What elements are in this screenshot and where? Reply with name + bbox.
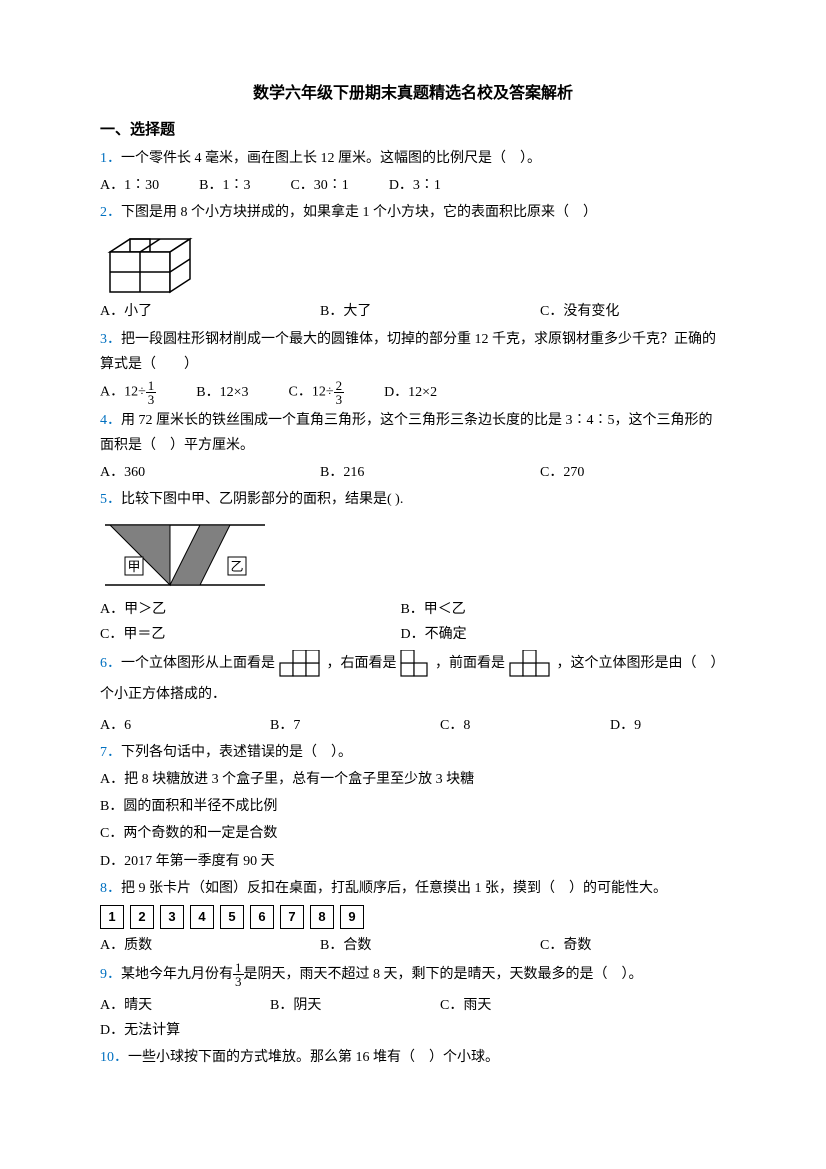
q4-opt-b: B．216 <box>320 460 500 485</box>
cube-icon <box>100 227 210 297</box>
q4-opt-c: C．270 <box>540 460 584 485</box>
q8-opt-c: C．奇数 <box>540 933 591 958</box>
q1-number: 1． <box>100 151 121 166</box>
q7-opt-d: D．2017 年第一季度有 90 天 <box>100 849 726 874</box>
triangle-shade-icon: 甲 乙 <box>100 515 270 595</box>
card: 9 <box>340 905 364 929</box>
q2-opt-b: B．大了 <box>320 299 500 324</box>
q3-opt-b: B．12×3 <box>196 380 248 405</box>
q3-number: 3． <box>100 332 121 347</box>
card: 2 <box>130 905 154 929</box>
q9-number: 9． <box>100 967 121 982</box>
card: 5 <box>220 905 244 929</box>
question-5: 5．比较下图中甲、乙阴影部分的面积，结果是( ). <box>100 487 726 512</box>
q1-opt-c: C．30∶1 <box>290 173 348 198</box>
q6-t1: 一个立体图形从上面看是 <box>121 656 275 671</box>
q9-opt-d: D．无法计算 <box>100 1018 180 1043</box>
q6-opt-b: B．7 <box>270 713 400 738</box>
q4-number: 4． <box>100 413 121 428</box>
q7-opt-a: A．把 8 块糖放进 3 个盒子里，总有一个盒子里至少放 3 块糖 <box>100 767 726 792</box>
top-view-icon <box>279 650 327 678</box>
q6-opt-c: C．8 <box>440 713 570 738</box>
right-view-icon <box>400 650 435 678</box>
q9-options: A．晴天 B．阴天 C．雨天 D．无法计算 <box>100 993 726 1043</box>
q7-text: 下列各句话中，表述错误的是（ ）。 <box>121 745 352 760</box>
q6-number: 6． <box>100 656 121 671</box>
question-6: 6．一个立体图形从上面看是 ，右面看是 ，前面看是 ，这个立体图形是由（ ）个小… <box>100 649 726 711</box>
q2-options: A．小了 B．大了 C．没有变化 <box>100 299 726 324</box>
card: 3 <box>160 905 184 929</box>
q1-opt-d: D．3∶1 <box>389 173 441 198</box>
q9-t1: 某地今年九月份有 <box>121 967 233 982</box>
q5-number: 5． <box>100 492 121 507</box>
q1-opt-a: A．1∶30 <box>100 173 159 198</box>
q2-opt-c: C．没有变化 <box>540 299 619 324</box>
q6-opt-d: D．9 <box>610 713 641 738</box>
q5-opt-c: C．甲＝乙 <box>100 622 400 647</box>
question-3: 3．把一段圆柱形钢材削成一个最大的圆锥体，切掉的部分重 12 千克，求原钢材重多… <box>100 327 726 377</box>
q1-text: 一个零件长 4 毫米，画在图上长 12 厘米。这幅图的比例尺是（ ）。 <box>121 151 541 166</box>
label-jia: 甲 <box>127 559 140 574</box>
q5-opt-a: A．甲＞乙 <box>100 597 400 622</box>
q3-opt-a: A．12÷13 <box>100 379 156 406</box>
q8-opt-b: B．合数 <box>320 933 500 958</box>
q6-options: A．6 B．7 C．8 D．9 <box>100 713 726 738</box>
q2-text: 下图是用 8 个小方块拼成的，如果拿走 1 个小方块，它的表面积比原来（ ） <box>121 205 597 220</box>
card: 1 <box>100 905 124 929</box>
q4-options: A．360 B．216 C．270 <box>100 460 726 485</box>
q10-text: 一些小球按下面的方式堆放。那么第 16 堆有（ ）个小球。 <box>128 1050 499 1065</box>
question-4: 4．用 72 厘米长的铁丝围成一个直角三角形，这个三角形三条边长度的比是 3∶4… <box>100 408 726 458</box>
q2-number: 2． <box>100 205 121 220</box>
q9-opt-c: C．雨天 <box>440 993 570 1018</box>
q1-options: A．1∶30 B．1∶3 C．30∶1 D．3∶1 <box>100 173 726 198</box>
q6-opt-a: A．6 <box>100 713 230 738</box>
card: 7 <box>280 905 304 929</box>
fraction-icon: 23 <box>334 379 345 406</box>
q8-number: 8． <box>100 881 121 896</box>
question-2: 2．下图是用 8 个小方块拼成的，如果拿走 1 个小方块，它的表面积比原来（ ） <box>100 200 726 225</box>
fraction-icon: 13 <box>233 961 244 988</box>
q8-text: 把 9 张卡片（如图）反扣在桌面，打乱顺序后，任意摸出 1 张，摸到（ ）的可能… <box>121 881 667 896</box>
card: 6 <box>250 905 274 929</box>
question-10: 10．一些小球按下面的方式堆放。那么第 16 堆有（ ）个小球。 <box>100 1045 726 1070</box>
q4-text: 用 72 厘米长的铁丝围成一个直角三角形，这个三角形三条边长度的比是 3∶4∶5… <box>100 413 713 453</box>
q1-opt-b: B．1∶3 <box>199 173 250 198</box>
q6-t2: ，右面看是 <box>327 656 397 671</box>
q3-text: 把一段圆柱形钢材削成一个最大的圆锥体，切掉的部分重 12 千克，求原钢材重多少千… <box>100 332 716 372</box>
q5-options: A．甲＞乙 B．甲＜乙 C．甲＝乙 D．不确定 <box>100 597 726 647</box>
page-title: 数学六年级下册期末真题精选名校及答案解析 <box>100 80 726 109</box>
q10-number: 10． <box>100 1050 128 1065</box>
front-view-icon <box>509 650 557 678</box>
card: 4 <box>190 905 214 929</box>
q8-options: A．质数 B．合数 C．奇数 <box>100 933 726 958</box>
q8-cards: 1 2 3 4 5 6 7 8 9 <box>100 905 726 929</box>
q9-opt-b: B．阴天 <box>270 993 400 1018</box>
q5-opt-d: D．不确定 <box>400 622 700 647</box>
q5-opt-b: B．甲＜乙 <box>400 597 700 622</box>
q5-text: 比较下图中甲、乙阴影部分的面积，结果是( ). <box>121 492 403 507</box>
q7-number: 7． <box>100 745 121 760</box>
question-7: 7．下列各句话中，表述错误的是（ ）。 <box>100 740 726 765</box>
label-yi: 乙 <box>230 559 243 574</box>
question-1: 1．一个零件长 4 毫米，画在图上长 12 厘米。这幅图的比例尺是（ ）。 <box>100 146 726 171</box>
q3-opt-c: C．12÷23 <box>289 379 345 406</box>
fraction-icon: 13 <box>146 379 157 406</box>
q2-figure <box>100 227 726 297</box>
q7-opt-b: B．圆的面积和半径不成比例 <box>100 794 726 819</box>
q7-opt-c: C．两个奇数的和一定是合数 <box>100 821 726 846</box>
question-9: 9．某地今年九月份有13是阴天，雨天不超过 8 天，剩下的是晴天，天数最多的是（… <box>100 960 726 991</box>
q5-figure: 甲 乙 <box>100 515 726 595</box>
section-heading: 一、选择题 <box>100 117 726 144</box>
q9-opt-a: A．晴天 <box>100 993 230 1018</box>
q9-t2: 是阴天，雨天不超过 8 天，剩下的是晴天，天数最多的是（ ）。 <box>244 967 643 982</box>
question-8: 8．把 9 张卡片（如图）反扣在桌面，打乱顺序后，任意摸出 1 张，摸到（ ）的… <box>100 876 726 901</box>
q3-opt-d: D．12×2 <box>384 380 437 405</box>
q8-opt-a: A．质数 <box>100 933 280 958</box>
q4-opt-a: A．360 <box>100 460 280 485</box>
card: 8 <box>310 905 334 929</box>
q3-options: A．12÷13 B．12×3 C．12÷23 D．12×2 <box>100 379 726 406</box>
q6-t3: ，前面看是 <box>435 656 505 671</box>
q2-opt-a: A．小了 <box>100 299 280 324</box>
